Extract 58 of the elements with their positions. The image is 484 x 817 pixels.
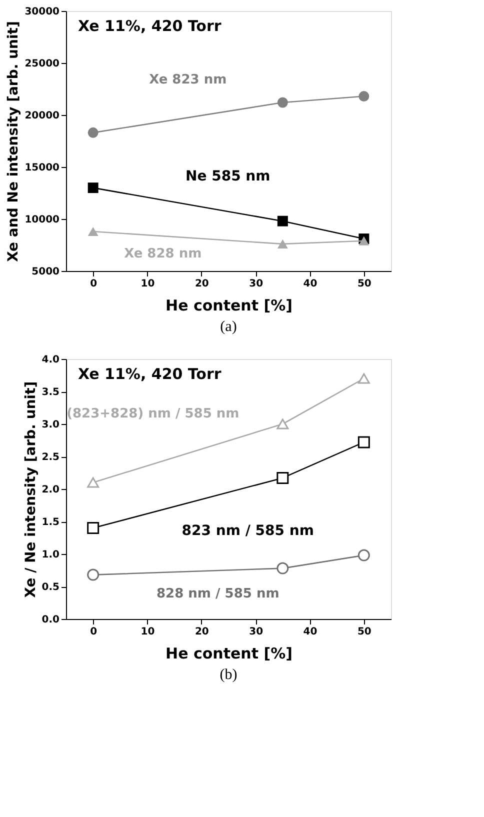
- annotation: Xe 11%, 420 Torr: [78, 365, 222, 383]
- point: [87, 568, 100, 581]
- series-label: 828 nm / 585 nm: [156, 586, 280, 602]
- annotation: Xe 11%, 420 Torr: [78, 17, 222, 35]
- point: [88, 226, 98, 236]
- point: [358, 373, 370, 384]
- y-tick-label: 2.5: [42, 452, 60, 463]
- x-tick-label: 30: [249, 626, 264, 638]
- series-label: (823+828) nm / 585 nm: [66, 406, 240, 422]
- point: [277, 97, 288, 108]
- x-tick-label: 50: [357, 626, 372, 638]
- point: [88, 127, 98, 138]
- series-label: Xe 823 nm: [149, 72, 227, 88]
- series-label: Xe 828 nm: [124, 246, 202, 262]
- x-tick-label: 40: [303, 278, 318, 290]
- x-tick-label: 10: [140, 626, 155, 638]
- y-tick-label: 15000: [24, 162, 60, 174]
- y-tick-label: 30000: [24, 6, 60, 18]
- point: [276, 418, 289, 430]
- y-axis-title: Xe / Ne intensity [arb. unit]: [22, 381, 39, 598]
- series-label: 823 nm / 585 nm: [182, 522, 314, 539]
- y-tick-label: 20000: [24, 110, 60, 122]
- point: [88, 182, 98, 194]
- x-tick-label: 0: [90, 626, 98, 638]
- y-tick-label: 0.0: [42, 614, 60, 626]
- point: [277, 216, 288, 226]
- y-tick-label: 0.5: [42, 582, 60, 593]
- y-axis-title: Xe and Ne intensity [arb. unit]: [6, 21, 22, 262]
- y-tick-label: 10000: [24, 214, 60, 226]
- x-tick-label: 20: [194, 278, 209, 290]
- y-tick-label: 4.0: [42, 354, 60, 366]
- text: (a): [220, 319, 237, 335]
- text: (b): [220, 667, 238, 683]
- series-label: Ne 585 nm: [186, 168, 270, 184]
- point: [358, 91, 370, 102]
- x-tick-label: 50: [357, 278, 372, 290]
- x-axis-title: He content [%]: [166, 644, 292, 662]
- x-tick-label: 30: [249, 278, 264, 290]
- x-tick-label: 0: [90, 278, 98, 290]
- point: [358, 236, 370, 246]
- x-axis-title: He content [%]: [166, 296, 292, 314]
- x-tick-label: 10: [140, 278, 155, 290]
- point: [276, 472, 289, 484]
- y-tick-label: 5000: [32, 266, 60, 278]
- point: [276, 562, 289, 574]
- y-tick-label: 1.0: [42, 550, 60, 560]
- y-tick-label: 25000: [24, 58, 60, 70]
- point: [87, 522, 100, 534]
- y-tick-label: 3.0: [42, 420, 60, 430]
- y-tick-label: 2.0: [42, 484, 60, 496]
- x-tick-label: 20: [194, 626, 209, 638]
- point: [277, 239, 288, 248]
- point: [358, 549, 370, 562]
- y-tick-label: 1.5: [42, 517, 60, 528]
- y-tick-label: 3.5: [42, 387, 60, 398]
- x-tick-label: 40: [303, 626, 318, 638]
- point: [358, 436, 370, 448]
- point: [87, 477, 100, 488]
